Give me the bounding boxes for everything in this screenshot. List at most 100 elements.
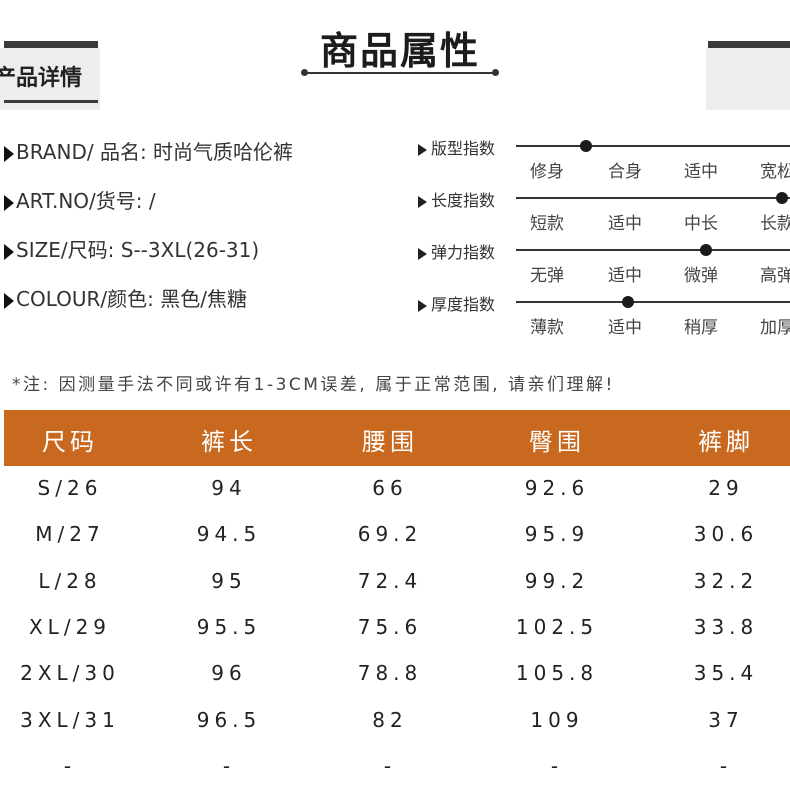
index-option: 长款 — [760, 214, 790, 234]
table-cell: L/28 — [38, 568, 102, 593]
index-marker — [622, 296, 634, 308]
table-cell: - — [222, 753, 236, 778]
index-option: 适中 — [684, 162, 718, 182]
index-option: 适中 — [608, 266, 642, 286]
left-gray-band — [0, 48, 100, 110]
table-cell: 72.4 — [357, 568, 423, 593]
table-cell: 33.8 — [693, 614, 759, 639]
index-option: 适中 — [608, 318, 642, 338]
table-cell: 95.5 — [196, 614, 262, 639]
index-label: 厚度指数 — [418, 291, 495, 315]
column-header: 腰围 — [362, 428, 418, 456]
column-header: 臀围 — [529, 428, 585, 456]
table-cell: 95 — [211, 568, 247, 593]
table-cell: 99.2 — [524, 568, 590, 593]
table-cell: 30.6 — [693, 522, 759, 547]
index-thickness: 厚度指数 薄款 适中 稍厚 加厚 — [418, 291, 790, 341]
right-dark-bar — [708, 41, 790, 48]
table-cell: 78.8 — [357, 661, 423, 686]
index-option: 适中 — [608, 214, 642, 234]
table-cell: 105.8 — [515, 661, 599, 686]
table-cell: 3XL/31 — [20, 707, 120, 732]
table-cell: 69.2 — [357, 522, 423, 547]
table-cell: M/27 — [35, 522, 105, 547]
info-text: SIZE/尺码: S--3XL(26-31) — [16, 238, 260, 262]
table-cell: 82 — [372, 707, 408, 732]
index-option: 修身 — [530, 162, 564, 182]
right-gray-band — [706, 48, 790, 110]
index-option: 短款 — [530, 214, 564, 234]
table-cell: 94 — [211, 476, 247, 500]
table-cell: - — [383, 753, 397, 778]
index-option: 加厚 — [760, 318, 790, 338]
column-header: 尺码 — [42, 428, 98, 456]
info-row-art-no: ART.NO/货号: / — [4, 185, 156, 214]
table-cell: 92.6 — [524, 476, 590, 500]
table-cell: 75.6 — [357, 614, 423, 639]
title-underline — [304, 72, 496, 74]
title-line-dot-right — [492, 69, 499, 76]
index-length: 长度指数 短款 适中 中长 长款 — [418, 187, 790, 237]
info-row-brand: BRAND/ 品名: 时尚气质哈伦裤 — [4, 136, 293, 165]
arrow-icon — [418, 299, 427, 312]
index-stretch: 弹力指数 无弹 适中 微弹 高弹 — [418, 239, 790, 289]
index-label: 版型指数 — [418, 135, 495, 159]
table-cell: 2XL/30 — [20, 661, 120, 686]
info-row-size: SIZE/尺码: S--3XL(26-31) — [4, 234, 259, 263]
info-text: ART.NO/货号: / — [16, 189, 156, 213]
table-header: 尺码 裤长 腰围 臀围 裤脚 — [4, 410, 790, 466]
index-marker — [776, 192, 788, 204]
table-cell: 32.2 — [693, 568, 759, 593]
index-option: 无弹 — [530, 266, 564, 286]
index-scale-line — [516, 301, 790, 303]
left-dark-bar — [4, 41, 98, 48]
arrow-icon — [4, 243, 14, 260]
table-cell: 66 — [372, 476, 408, 500]
arrow-icon — [418, 195, 427, 208]
table-cell: 96.5 — [196, 707, 262, 732]
info-text: COLOUR/颜色: 黑色/焦糖 — [16, 287, 247, 311]
arrow-icon — [418, 247, 427, 260]
section-underline — [4, 100, 98, 103]
index-option: 薄款 — [530, 318, 564, 338]
index-option: 中长 — [684, 214, 718, 234]
page-title: 商品属性 — [319, 28, 480, 73]
arrow-icon — [4, 145, 14, 162]
table-cell: 109 — [530, 707, 584, 732]
title-panel — [100, 0, 706, 110]
arrow-icon — [418, 143, 427, 156]
table-cell: S/26 — [37, 476, 103, 500]
header-banner: 产品详情 商品属性 — [0, 0, 790, 110]
index-scale-line — [516, 197, 790, 199]
title-line-dot-left — [301, 69, 308, 76]
index-marker — [700, 244, 713, 256]
index-label: 长度指数 — [418, 187, 495, 211]
index-option: 微弹 — [684, 266, 718, 286]
arrow-icon — [4, 292, 14, 309]
arrow-icon — [4, 194, 14, 211]
index-marker — [580, 140, 592, 152]
index-option: 合身 — [608, 162, 642, 182]
table-cell: 94.5 — [196, 522, 262, 547]
table-cell: - — [550, 753, 564, 778]
table-cell: 37 — [708, 707, 744, 732]
table-cell: 29 — [708, 476, 744, 500]
index-option: 高弹 — [760, 266, 790, 286]
index-label: 弹力指数 — [418, 239, 495, 263]
measurement-note: *注: 因测量手法不同或许有1-3CM误差, 属于正常范围, 请亲们理解! — [12, 375, 615, 395]
info-text: BRAND/ 品名: 时尚气质哈伦裤 — [16, 140, 294, 164]
table-cell: - — [63, 753, 77, 778]
index-scale-line — [516, 145, 790, 147]
section-label: 产品详情 — [0, 66, 83, 91]
table-cell: 102.5 — [515, 614, 599, 639]
index-fit: 版型指数 修身 合身 适中 宽松 — [418, 135, 790, 185]
info-row-colour: COLOUR/颜色: 黑色/焦糖 — [4, 283, 247, 312]
table-cell: XL/29 — [28, 614, 112, 639]
column-header: 裤脚 — [698, 428, 754, 456]
column-header: 裤长 — [201, 428, 257, 456]
table-cell: 95.9 — [524, 522, 590, 547]
index-option: 稍厚 — [684, 318, 718, 338]
index-option: 宽松 — [760, 162, 790, 182]
table-cell: 35.4 — [693, 661, 759, 686]
table-cell: - — [719, 753, 733, 778]
